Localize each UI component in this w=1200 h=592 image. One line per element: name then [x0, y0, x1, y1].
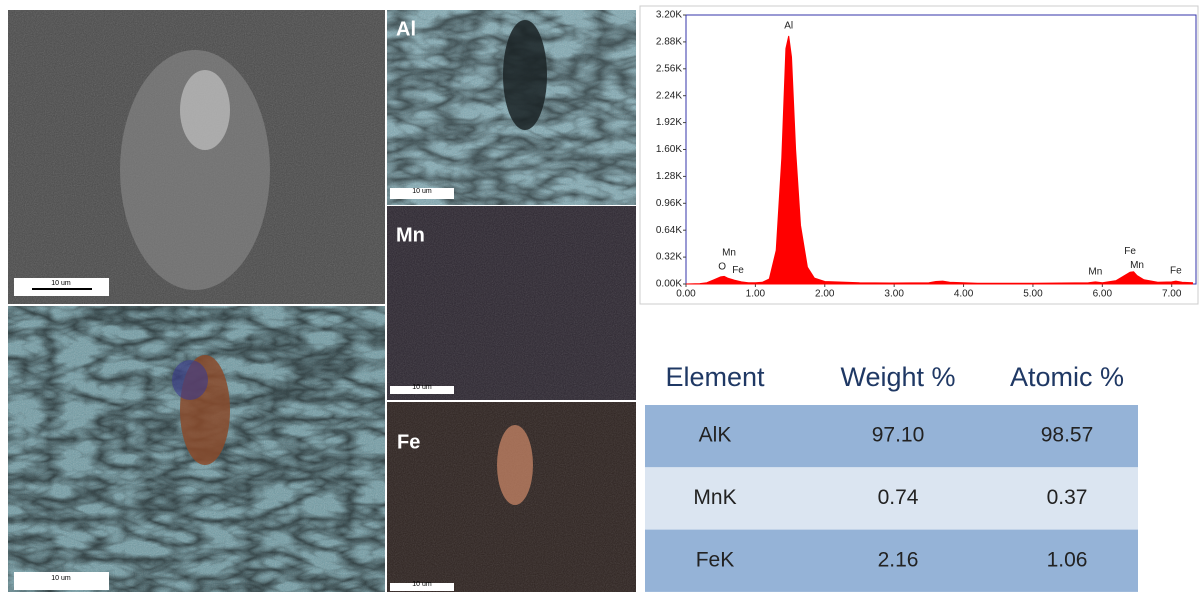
table-cell: 0.37 — [1047, 486, 1088, 509]
x-tick-label: 0.00 — [676, 289, 696, 300]
table-cell: AlK — [699, 424, 732, 447]
al-map: Al 10 um — [387, 10, 636, 205]
scale-label: 10 um — [51, 575, 71, 582]
peak-label: Al — [784, 21, 793, 32]
overlay-map: 10 um — [8, 306, 385, 592]
header-cell: Weight % — [840, 362, 955, 392]
x-tick-label: 4.00 — [954, 289, 974, 300]
sem-image: 10 um — [8, 10, 385, 304]
x-tick-label: 3.00 — [884, 289, 904, 300]
scale-label: 10 um — [51, 280, 71, 287]
chart-frame — [640, 6, 1198, 304]
x-tick-label: 7.00 — [1162, 289, 1182, 300]
y-tick-label: 2.88K — [656, 37, 682, 48]
y-tick-label: 2.56K — [656, 63, 682, 74]
y-tick-label: 0.32K — [656, 252, 682, 263]
table-cell: FeK — [696, 548, 735, 571]
x-tick-label: 6.00 — [1093, 289, 1113, 300]
scale-label: 10 um — [412, 581, 432, 588]
peak-label: Fe — [1170, 266, 1182, 277]
fe-map: Fe 10 um — [387, 402, 636, 592]
map-label: Fe — [397, 431, 420, 453]
peak-label: Mn — [1130, 260, 1144, 271]
y-tick-label: 2.24K — [656, 90, 682, 101]
scale-label: 10 um — [412, 384, 432, 391]
peak-label: Fe — [1124, 246, 1136, 257]
map-label: Al — [396, 18, 416, 40]
peak-label: Mn — [722, 247, 736, 258]
x-tick-label: 2.00 — [815, 289, 835, 300]
page: 10 um 10 um Al 10 um Mn 10 um Fe 10 um — [0, 0, 1200, 592]
table-cell: 0.74 — [878, 486, 919, 509]
y-tick-label: 1.60K — [656, 144, 682, 155]
peak-label: Mn — [1088, 267, 1102, 278]
x-tick-label: 1.00 — [746, 289, 766, 300]
table: Element Weight % Atomic % AlK 97.10 98.57 MnK 0… — [645, 362, 1138, 592]
spectrum-chart: 0.00K0.32K0.64K0.96K1.28K1.60K1.92K2.24K… — [640, 6, 1198, 304]
peak-label: O — [718, 261, 726, 272]
table-cell: 1.06 — [1047, 548, 1088, 571]
table-cell: 2.16 — [878, 548, 919, 571]
y-tick-label: 0.64K — [656, 225, 682, 236]
table-cell: MnK — [693, 486, 736, 509]
map-label: Mn — [396, 224, 425, 246]
mn-map: Mn 10 um — [387, 206, 636, 400]
y-tick-label: 1.28K — [656, 171, 682, 182]
header-cell: Atomic % — [1010, 362, 1124, 392]
table-cell: 98.57 — [1041, 424, 1094, 447]
y-tick-label: 3.20K — [656, 10, 682, 21]
scale-label: 10 um — [412, 188, 432, 195]
table-cell: 97.10 — [872, 424, 925, 447]
header-cell: Element — [665, 362, 765, 392]
y-tick-label: 1.92K — [656, 117, 682, 128]
peak-label: Fe — [732, 265, 744, 276]
x-tick-label: 5.00 — [1023, 289, 1043, 300]
y-tick-label: 0.96K — [656, 198, 682, 209]
